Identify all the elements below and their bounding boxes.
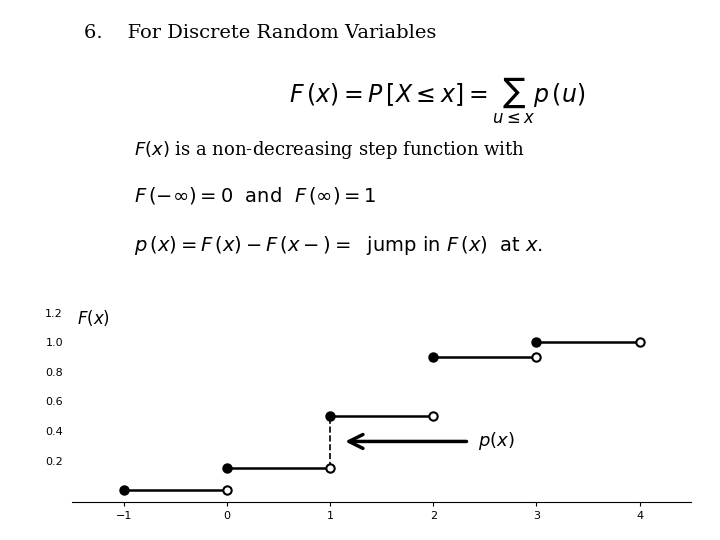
Text: $F(x)$: $F(x)$: [77, 308, 110, 328]
Text: $F\,(x)=P\,[X\leq x]=\sum_{u\leq x}p\,(u)$: $F\,(x)=P\,[X\leq x]=\sum_{u\leq x}p\,(u…: [289, 76, 585, 126]
Text: $F(x)$ is a non-decreasing step function with: $F(x)$ is a non-decreasing step function…: [134, 139, 525, 161]
Text: 6.    For Discrete Random Variables: 6. For Discrete Random Variables: [84, 24, 437, 42]
Text: $p\,(x)=F\,(x)-F\,(x-)=$  jump in $F\,(x)$  at $x$.: $p\,(x)=F\,(x)-F\,(x-)=$ jump in $F\,(x)…: [134, 234, 543, 257]
Text: $p(x)$: $p(x)$: [477, 430, 514, 453]
Text: $F\,(-\infty)=0$  and  $F\,(\infty)=1$: $F\,(-\infty)=0$ and $F\,(\infty)=1$: [134, 185, 377, 206]
